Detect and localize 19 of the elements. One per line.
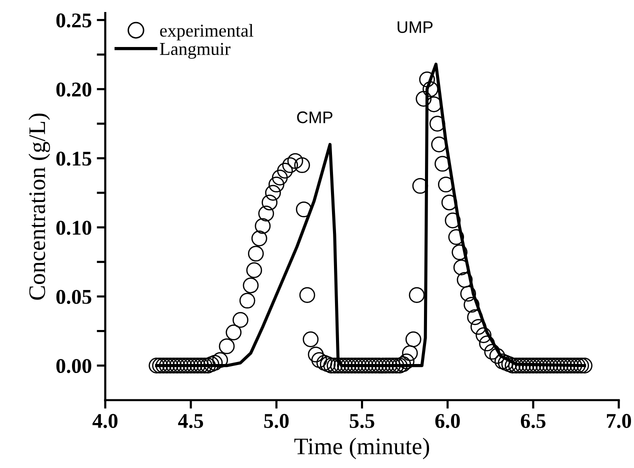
y-tick-label: 0.05 [56,290,92,304]
legend-label: experimental [160,24,254,40]
legend-label: Langmuir [160,42,230,59]
y-tick-label: 0.10 [56,220,92,235]
y-tick-label: 0.25 [56,13,92,28]
y-axis-title: Concentration (g/L) [28,114,50,300]
y-tick-label: 0.15 [56,152,92,166]
annotation: UMP [398,21,433,34]
x-axis-title: Time (minute) [294,438,430,460]
x-tick-label: 4.5 [178,414,204,428]
x-tick-label: 6.0 [435,414,460,428]
y-tick-label: 0.20 [56,82,92,97]
annotation: CMP [297,111,332,124]
y-tick-label: 0.00 [56,358,92,374]
x-tick-label: 5.0 [264,414,289,428]
x-tick-label: 6.5 [520,414,546,428]
x-tick-label: 4.0 [92,414,118,428]
x-tick-label: 7.0 [606,414,632,428]
x-tick-label: 5.5 [350,414,374,428]
